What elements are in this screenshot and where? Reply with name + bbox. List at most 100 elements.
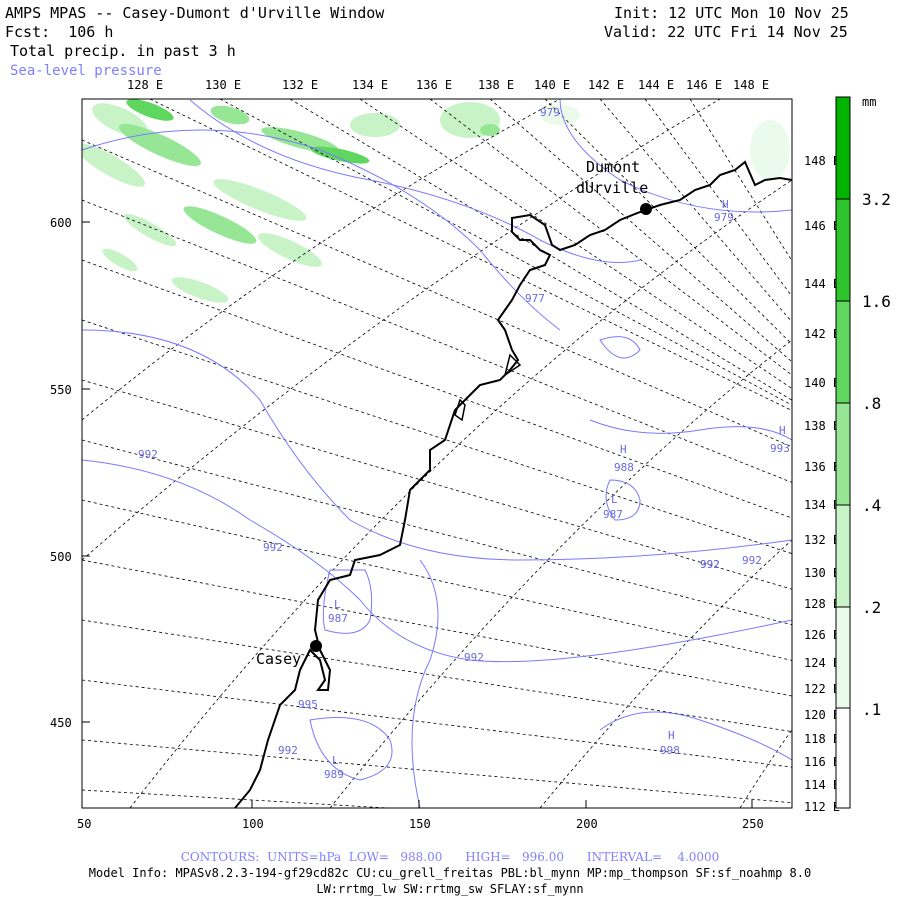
contour-label: 992 (138, 448, 158, 461)
right-lon-label: 134 E (804, 498, 840, 512)
left-axis: 600 550 500 450 (50, 216, 90, 730)
top-lon-label: 134 E (352, 78, 388, 92)
left-grid-label: 500 (50, 550, 72, 564)
graticule (82, 99, 792, 808)
right-lon-label: 114 E (804, 778, 840, 792)
top-lon-label: 138 E (478, 78, 514, 92)
bottom-grid-label: 100 (242, 817, 264, 831)
contour-label: H (620, 443, 627, 456)
left-grid-label: 550 (50, 383, 72, 397)
right-lon-label: 124 E (804, 656, 840, 670)
contour-label: 979 (540, 106, 560, 119)
top-lon-label: 146 E (686, 78, 722, 92)
right-lon-label: 118 E (804, 732, 840, 746)
left-grid-label: 450 (50, 716, 72, 730)
top-lon-label: 136 E (416, 78, 452, 92)
plot-frame (81, 98, 793, 809)
contour-labels: 979 977 979 H 992 992 992 992 992 992 L … (138, 106, 790, 781)
overlay-label: Sea-level pressure (10, 63, 162, 79)
model-info: Model Info: MPASv8.2.3-194-gf29cd82c CU:… (88, 866, 812, 880)
variable-label: Total precip. in past 3 h (10, 42, 236, 60)
top-lon-label: 130 E (205, 78, 241, 92)
contour-label: 992 (742, 554, 762, 567)
right-lon-label: 138 E (804, 419, 840, 433)
colorbar-swatch (836, 607, 850, 708)
top-lon-label: 144 E (638, 78, 674, 92)
valid-time: Valid: 22 UTC Fri 14 Nov 25 (604, 23, 848, 41)
colorbar-level: 3.2 (862, 190, 891, 209)
contour-label: 979 (714, 211, 734, 224)
contour-label: H (722, 198, 729, 211)
contour-label: L (332, 754, 339, 767)
colorbar-swatch (836, 97, 850, 199)
contour-label: H (668, 729, 675, 742)
bottom-grid-label: 250 (742, 817, 764, 831)
top-lon-label: 142 E (588, 78, 624, 92)
top-lon-label: 140 E (534, 78, 570, 92)
right-lon-label: 140 E (804, 376, 840, 390)
model-info-2: LW:rrtmg_lw SW:rrtmg_sw SFLAY:sf_mynn (316, 882, 584, 896)
colorbar: mm .1 .2 .4 .8 1.6 3.2 (835, 95, 891, 809)
contour-label: 987 (328, 612, 348, 625)
right-lon-label: 112 E (804, 800, 840, 814)
contour-label: 989 (324, 768, 344, 781)
dumont-station-marker[interactable] (640, 203, 652, 215)
contour-label: 995 (298, 698, 318, 711)
right-lon-label: 144 E (804, 277, 840, 291)
colorbar-swatch (836, 301, 850, 403)
right-lon-label: 116 E (804, 755, 840, 769)
right-longitude-labels: 148 E 146 E 144 E 142 E 140 E 138 E 136 … (804, 154, 840, 814)
colorbar-swatch (836, 199, 850, 301)
bottom-grid-label: 50 (77, 817, 91, 831)
contour-label: 992 (700, 558, 720, 571)
colorbar-unit: mm (862, 95, 876, 109)
colorbar-level: .1 (862, 700, 881, 719)
right-lon-label: 122 E (804, 682, 840, 696)
colorbar-swatch (836, 403, 850, 505)
right-lon-label: 142 E (804, 327, 840, 341)
right-lon-label: 120 E (804, 708, 840, 722)
contour-info: CONTOURS: UNITS=hPa LOW= 988.00 HIGH= 99… (180, 850, 720, 864)
contour-label: 992 (700, 558, 720, 571)
top-lon-label: 132 E (282, 78, 318, 92)
contour-label: 993 (770, 442, 790, 455)
bottom-grid-label: 200 (576, 817, 598, 831)
colorbar-level: .8 (862, 394, 881, 413)
contour-label: 977 (525, 292, 545, 305)
colorbar-swatch (836, 708, 850, 808)
init-time: Init: 12 UTC Mon 10 Nov 25 (614, 4, 849, 22)
top-lon-label: 128 E (127, 78, 163, 92)
contour-label: 987 (603, 508, 623, 521)
dumont-label-line2: dUrville (576, 179, 648, 197)
right-lon-label: 128 E (804, 597, 840, 611)
right-lon-label: 146 E (804, 219, 840, 233)
contour-label: L (611, 493, 618, 506)
colorbar-level: .4 (862, 496, 881, 515)
forecast-hour: Fcst: 106 h (5, 23, 114, 41)
dumont-label-line1: Dumont (586, 158, 640, 176)
casey-station-marker[interactable] (310, 640, 322, 652)
bottom-grid-label: 150 (409, 817, 431, 831)
right-lon-label: 132 E (804, 533, 840, 547)
contour-label: 988 (614, 461, 634, 474)
left-grid-label: 600 (50, 216, 72, 230)
top-longitude-labels: 128 E 130 E 132 E 134 E 136 E 138 E 140 … (127, 78, 769, 92)
bottom-axis: 50 100 150 200 250 (77, 800, 764, 831)
contour-label: 992 (278, 744, 298, 757)
right-lon-label: 136 E (804, 460, 840, 474)
map-title: AMPS MPAS -- Casey-Dumont d'Urville Wind… (5, 4, 385, 22)
right-lon-label: 148 E (804, 154, 840, 168)
top-lon-label: 148 E (733, 78, 769, 92)
colorbar-swatch (836, 505, 850, 607)
casey-label: Casey (256, 650, 301, 668)
right-lon-label: 130 E (804, 566, 840, 580)
precip-field (82, 99, 790, 303)
right-lon-label: 126 E (804, 628, 840, 642)
contour-label: L (334, 598, 341, 611)
contour-label: H (779, 424, 786, 437)
contour-label: 992 (464, 651, 484, 664)
contour-label: 992 (263, 541, 283, 554)
colorbar-level: .2 (862, 598, 881, 617)
slp-contours (82, 99, 792, 808)
